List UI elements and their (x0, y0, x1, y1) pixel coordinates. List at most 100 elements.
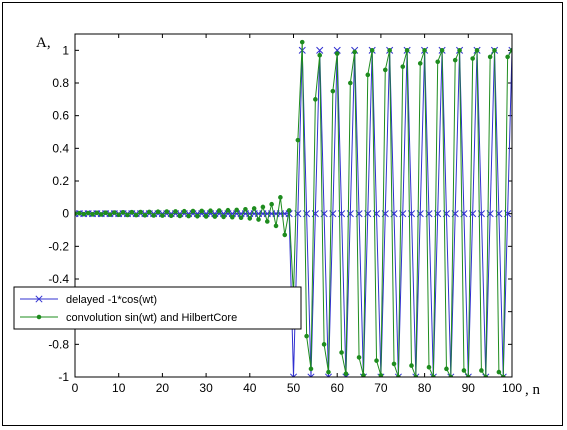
data-point (304, 333, 309, 339)
data-point (321, 342, 327, 347)
data-point (439, 48, 445, 53)
data-point (107, 212, 113, 217)
data-point (505, 54, 510, 60)
data-point (464, 373, 472, 377)
x-tick-label: 50 (287, 381, 301, 395)
y-tick-label: -1 (58, 370, 69, 384)
data-point (103, 210, 108, 215)
data-point (289, 373, 298, 377)
data-point (479, 368, 484, 373)
x-tick-label: 30 (199, 381, 213, 395)
data-point (155, 209, 161, 215)
y-tick-label: 0.6 (52, 109, 69, 123)
data-point (85, 210, 91, 216)
data-point (470, 56, 475, 61)
data-point (387, 48, 392, 53)
data-point (243, 206, 248, 212)
data-point (333, 46, 341, 54)
data-point (487, 54, 493, 60)
y-tick-labels: -1-0.8-0.6-0.4-0.200.20.40.60.81 (48, 43, 69, 384)
y-tick-label: -0.2 (48, 239, 69, 253)
plot-border (74, 33, 513, 378)
data-point (199, 208, 205, 214)
legend-marker-series-1 (35, 295, 43, 303)
data-point (151, 213, 156, 218)
data-point (173, 209, 178, 214)
data-point (444, 366, 449, 372)
data-point (295, 137, 301, 143)
data-point (129, 209, 135, 215)
data-point (77, 210, 82, 216)
data-point (94, 210, 100, 216)
data-point (330, 88, 336, 94)
data-point (234, 207, 239, 213)
data-point (146, 209, 152, 215)
data-point (452, 57, 458, 63)
data-point (374, 358, 379, 363)
data-point (474, 48, 480, 53)
data-point (378, 373, 384, 377)
data-point (435, 59, 441, 65)
data-point (334, 51, 340, 56)
data-point (394, 373, 402, 377)
data-point (212, 214, 218, 219)
x-tick-label: 0 (72, 381, 79, 395)
x-tick-label: 80 (418, 381, 432, 395)
data-point (422, 48, 427, 53)
data-point (98, 212, 104, 217)
data-point (168, 213, 174, 219)
data-point (324, 373, 333, 377)
series-layer (75, 39, 512, 377)
x-tick-label: 10 (112, 381, 126, 395)
data-point (203, 214, 209, 219)
y-tick-label: 0.8 (52, 76, 69, 90)
y-tick-label: 0.4 (52, 141, 69, 155)
data-point (409, 363, 414, 368)
data-point (313, 97, 318, 102)
data-point (216, 208, 222, 213)
data-point (251, 206, 257, 211)
data-point (195, 213, 200, 219)
data-point (90, 212, 95, 217)
data-point (382, 67, 388, 73)
data-point (496, 369, 502, 375)
data-point (160, 213, 165, 218)
data-point (125, 212, 130, 218)
data-point (461, 368, 467, 373)
data-point (339, 350, 344, 355)
data-point (278, 195, 283, 200)
data-point (426, 364, 432, 370)
data-point (326, 369, 331, 375)
data-point (133, 212, 139, 218)
x-tick-labels: 0 10 20 30 40 50 60 70 80 90 100 (72, 381, 523, 395)
legend-marker-series-2 (36, 314, 42, 320)
data-point (492, 48, 497, 53)
data-point (412, 373, 420, 377)
legend-label-series-2: convolution sin(wt) and HilbertCore (66, 312, 237, 324)
data-point (81, 211, 87, 217)
data-point (343, 371, 349, 377)
data-point (238, 215, 244, 221)
data-point (299, 39, 305, 45)
data-point (247, 216, 253, 221)
x-tick-label: 60 (331, 381, 345, 395)
legend: delayed -1*cos(wt) convolution sin(wt) a… (13, 286, 302, 330)
data-point (365, 72, 371, 78)
data-point (417, 61, 423, 66)
x-axis-label: , n (525, 382, 541, 398)
data-point (308, 366, 314, 372)
data-point (317, 52, 323, 58)
x-tick-label: 90 (462, 381, 476, 395)
legend-label-series-1: delayed -1*cos(wt) (66, 294, 157, 306)
x-tick-label: 20 (156, 381, 170, 395)
data-point (190, 208, 196, 214)
data-point (316, 46, 324, 54)
data-point (120, 210, 126, 215)
data-point (282, 232, 288, 238)
y-axis-label: A, (36, 35, 51, 51)
data-point (138, 209, 143, 215)
data-point (269, 201, 274, 207)
data-point (221, 214, 226, 220)
y-tick-label: 0 (62, 207, 69, 221)
